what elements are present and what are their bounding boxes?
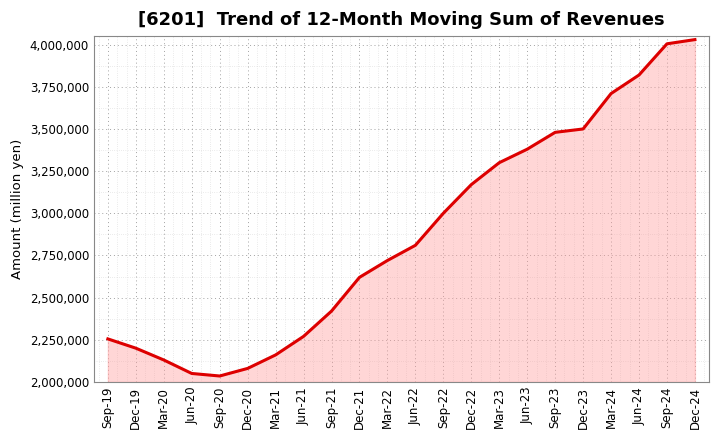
Y-axis label: Amount (million yen): Amount (million yen) [11, 139, 24, 279]
Title: [6201]  Trend of 12-Month Moving Sum of Revenues: [6201] Trend of 12-Month Moving Sum of R… [138, 11, 665, 29]
